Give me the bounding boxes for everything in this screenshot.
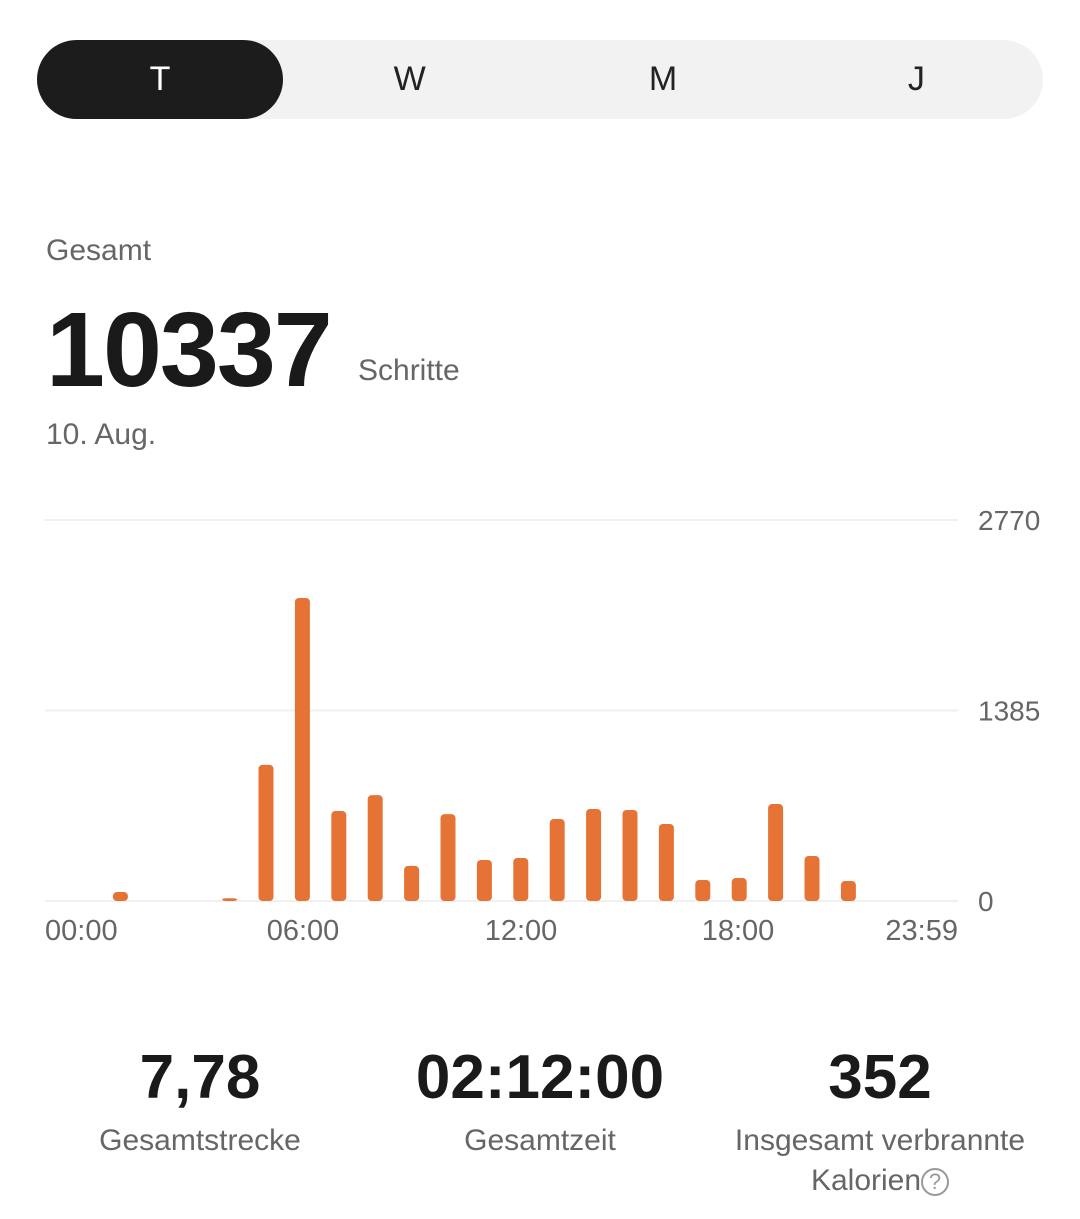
tab-month[interactable]: M xyxy=(648,60,678,98)
bar-hour-11 xyxy=(476,860,492,901)
bar-hour-8 xyxy=(367,795,383,901)
bar-hour-14 xyxy=(586,808,602,901)
x-tick-label: 23:59 xyxy=(885,915,958,947)
y-tick-label: 1385 xyxy=(978,696,1040,727)
stat-value: 352 xyxy=(828,1043,932,1112)
stat-label: Gesamtzeit xyxy=(464,1124,616,1157)
x-tick-label: 06:00 xyxy=(267,915,340,947)
x-tick-label: 18:00 xyxy=(702,915,775,947)
bar-hour-5 xyxy=(258,764,274,901)
tab-year[interactable]: J xyxy=(907,60,925,98)
steps-total: 10337 xyxy=(46,291,333,409)
bar-hour-16 xyxy=(658,823,674,901)
stat-time: 02:12:00 Gesamtzeit xyxy=(390,1042,690,1161)
steps-bar-chart: 0 1385 2770 00:00 06:00 12:00 18:00 23:59 xyxy=(45,505,1040,947)
bar-hour-17 xyxy=(695,879,711,901)
x-tick-label: 00:00 xyxy=(45,915,118,947)
help-circle-icon[interactable]: ? xyxy=(921,1168,950,1197)
summary-label: Gesamt xyxy=(46,234,152,267)
bar-hour-18 xyxy=(731,878,747,901)
bar-hour-15 xyxy=(622,809,638,901)
tab-day[interactable]: T xyxy=(37,40,283,119)
bar-hour-9 xyxy=(404,865,420,901)
bar-hour-21 xyxy=(840,881,856,901)
stat-value: 7,78 xyxy=(139,1043,261,1112)
stat-label: Gesamtstrecke xyxy=(99,1124,301,1157)
stat-label-line2: Kalorien xyxy=(810,1164,922,1197)
bar-hour-10 xyxy=(440,814,456,901)
steps-unit: Schritte xyxy=(358,354,460,387)
bar-hour-12 xyxy=(513,857,529,901)
bar-hour-19 xyxy=(768,804,784,901)
bar-hour-20 xyxy=(804,856,820,901)
y-tick-label: 2770 xyxy=(978,505,1040,536)
stat-label-line1: Insgesamt verbrannte xyxy=(734,1124,1026,1157)
stat-calories: 352 Insgesamt verbrannte Kalorien? xyxy=(710,1042,1050,1201)
bar-hour-1 xyxy=(112,892,128,901)
stat-distance: 7,78 Gesamtstrecke xyxy=(50,1042,350,1161)
period-selector: T W M J xyxy=(37,40,1043,119)
tab-week[interactable]: W xyxy=(393,60,426,98)
bar-hour-13 xyxy=(549,819,565,901)
stat-label: Insgesamt verbrannte Kalorien? xyxy=(710,1121,1050,1201)
x-tick-label: 12:00 xyxy=(485,915,558,947)
bar-hour-7 xyxy=(331,811,347,901)
summary-date: 10. Aug. xyxy=(46,418,157,451)
stat-value: 02:12:00 xyxy=(415,1043,665,1112)
bar-hour-4 xyxy=(222,898,238,901)
bar-hour-6 xyxy=(294,597,310,901)
y-tick-label: 0 xyxy=(978,886,994,917)
